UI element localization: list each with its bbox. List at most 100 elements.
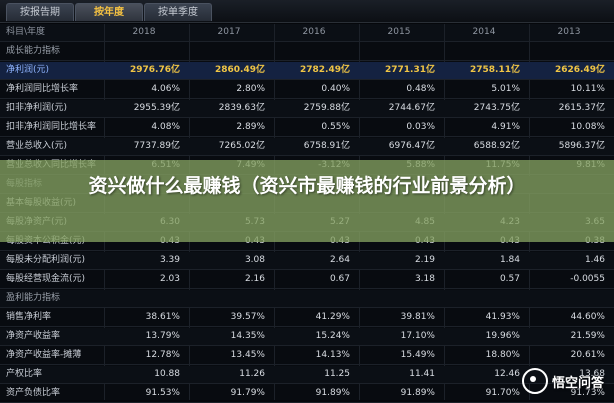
row-label: 销售净利率 [6,312,52,322]
cell-value: 41.29% [315,312,350,322]
cell-value: 18.80% [485,350,520,360]
table-row[interactable]: 盈利能力指标 [0,290,614,308]
cell-value: 2743.75亿 [473,103,520,113]
cell-value: 7737.89亿 [133,141,180,151]
cell-value: 15.49% [400,350,435,360]
cell-value: 7265.02亿 [218,141,265,151]
cell-value: 2955.39亿 [133,103,180,113]
table-row[interactable]: 净资产收益率 13.79% 14.35% 15.24% 17.10% 19.96% 21.5… [0,328,614,346]
table-row[interactable]: 净利润同比增长率 4.06% 2.80% 0.40% 0.48% 5.01% 10.11% [0,81,614,99]
header-2013: 2013 [557,27,581,37]
cell-value: 2860.49亿 [215,65,265,75]
cell-value: 13.79% [145,331,180,341]
cell-value: 2615.37亿 [558,103,605,113]
row-label: 净利润同比增长率 [6,84,79,94]
header-2014: 2014 [472,27,496,37]
cell-value: 11.41 [409,369,435,379]
cell-value: 6588.92亿 [473,141,520,151]
cell-value: 2626.49亿 [555,65,605,75]
cell-value: 3.08 [244,255,265,265]
cell-value: 39.81% [400,312,435,322]
cell-value: 2771.31亿 [385,65,435,75]
cell-value [448,43,520,60]
cell-value: 91.79% [230,388,265,398]
header-2018: 2018 [132,27,156,37]
cell-value: 2.80% [236,84,265,94]
cell-value: 2744.67亿 [388,103,435,113]
row-label: 成长能力指标 [6,46,61,56]
table-row[interactable]: 扣非净利润(元) 2955.39亿 2839.63亿 2759.88亿 2744.67亿… [0,100,614,118]
table-row[interactable]: 每股经营现金流(元) 2.03 2.16 0.67 3.18 0.57 -0.0055 [0,271,614,289]
cell-value: 3.39 [159,255,180,265]
row-label: 净利润(元) [6,65,50,75]
cell-value: 14.13% [315,350,350,360]
cell-value: 2759.88亿 [303,103,350,113]
tab-by-quarter[interactable]: 按单季度 [144,3,212,21]
cell-value: 3.18 [414,274,435,284]
cell-value: 44.60% [570,312,605,322]
header-subject-year: 科目\年度 [6,27,46,37]
cell-value: 91.70% [485,388,520,398]
table-row[interactable]: 营业总收入(元) 7737.89亿 7265.02亿 6758.91亿 6976.47亿… [0,138,614,156]
cell-value [363,43,435,60]
watermark-text: 悟空问答 [551,375,604,391]
cell-value: 0.57 [499,274,520,284]
cell-value [363,290,435,307]
header-2015: 2015 [387,27,411,37]
table-row[interactable]: 销售净利率 38.61% 39.57% 41.29% 39.81% 41.93% 44.60… [0,309,614,327]
cell-value [193,43,265,60]
wukong-logo-icon [521,368,548,394]
cell-value: 0.55% [321,122,350,132]
table-row[interactable]: 净资产收益率-摊薄 12.78% 13.45% 14.13% 15.49% 18.80% 2… [0,347,614,365]
cell-value: 15.24% [315,331,350,341]
row-label: 资产负债比率 [6,388,61,398]
table-row[interactable]: 产权比率 10.88 11.26 11.25 11.41 12.46 13.68 [0,366,614,384]
cell-value [533,290,605,307]
cell-value: 10.88 [154,369,180,379]
table-row[interactable]: 净利润(元) 2976.76亿 2860.49亿 2782.49亿 2771.31亿 27… [0,62,614,80]
row-label: 净资产收益率-摊薄 [6,350,82,360]
tab-by-report-period[interactable]: 按报告期 [6,3,74,21]
cell-value: 38.61% [145,312,180,322]
cell-value [108,43,180,60]
table-row[interactable]: 扣非净利润同比增长率 4.08% 2.89% 0.55% 0.03% 4.91% 10.08… [0,119,614,137]
cell-value: 11.26 [239,369,265,379]
cell-value: 21.59% [570,331,605,341]
cell-value [108,290,180,307]
cell-value: 10.11% [570,84,605,94]
cell-value: 91.89% [400,388,435,398]
cell-value: 1.46 [584,255,605,265]
cell-value: 12.78% [145,350,180,360]
cell-value: 4.08% [151,122,180,132]
cell-value [278,290,350,307]
cell-value: 4.06% [151,84,180,94]
cell-value: 2782.49亿 [300,65,350,75]
row-label: 盈利能力指标 [6,293,61,303]
cell-value: 91.53% [145,388,180,398]
cell-value: 5.01% [491,84,520,94]
row-label: 营业总收入(元) [6,141,68,151]
cell-value: 11.25 [324,369,350,379]
cell-value: -0.0055 [570,274,605,284]
cell-value: 0.67 [329,274,350,284]
row-label: 每股未分配利润(元) [6,255,86,265]
table-row[interactable]: 成长能力指标 [0,43,614,61]
cell-value: 12.46 [494,369,520,379]
cell-value: 39.57% [230,312,265,322]
cell-value: 13.45% [230,350,265,360]
watermark: 悟空问答 [521,368,604,394]
cell-value: 2.03 [159,274,180,284]
cell-value: 0.48% [406,84,435,94]
cell-value: 1.84 [499,255,520,265]
period-tab-bar: 按报告期 按年度 按单季度 [0,0,614,23]
cell-value: 2758.11亿 [470,65,520,75]
cell-value: 6758.91亿 [303,141,350,151]
row-label: 产权比率 [6,369,43,379]
tab-by-year[interactable]: 按年度 [75,3,143,21]
table-row[interactable]: 每股未分配利润(元) 3.39 3.08 2.64 2.19 1.84 1.46 [0,252,614,270]
cell-value: 0.03% [406,122,435,132]
row-label: 净资产收益率 [6,331,61,341]
header-2017: 2017 [217,27,241,37]
cell-value: 2.89% [236,122,265,132]
cell-value: 41.93% [485,312,520,322]
